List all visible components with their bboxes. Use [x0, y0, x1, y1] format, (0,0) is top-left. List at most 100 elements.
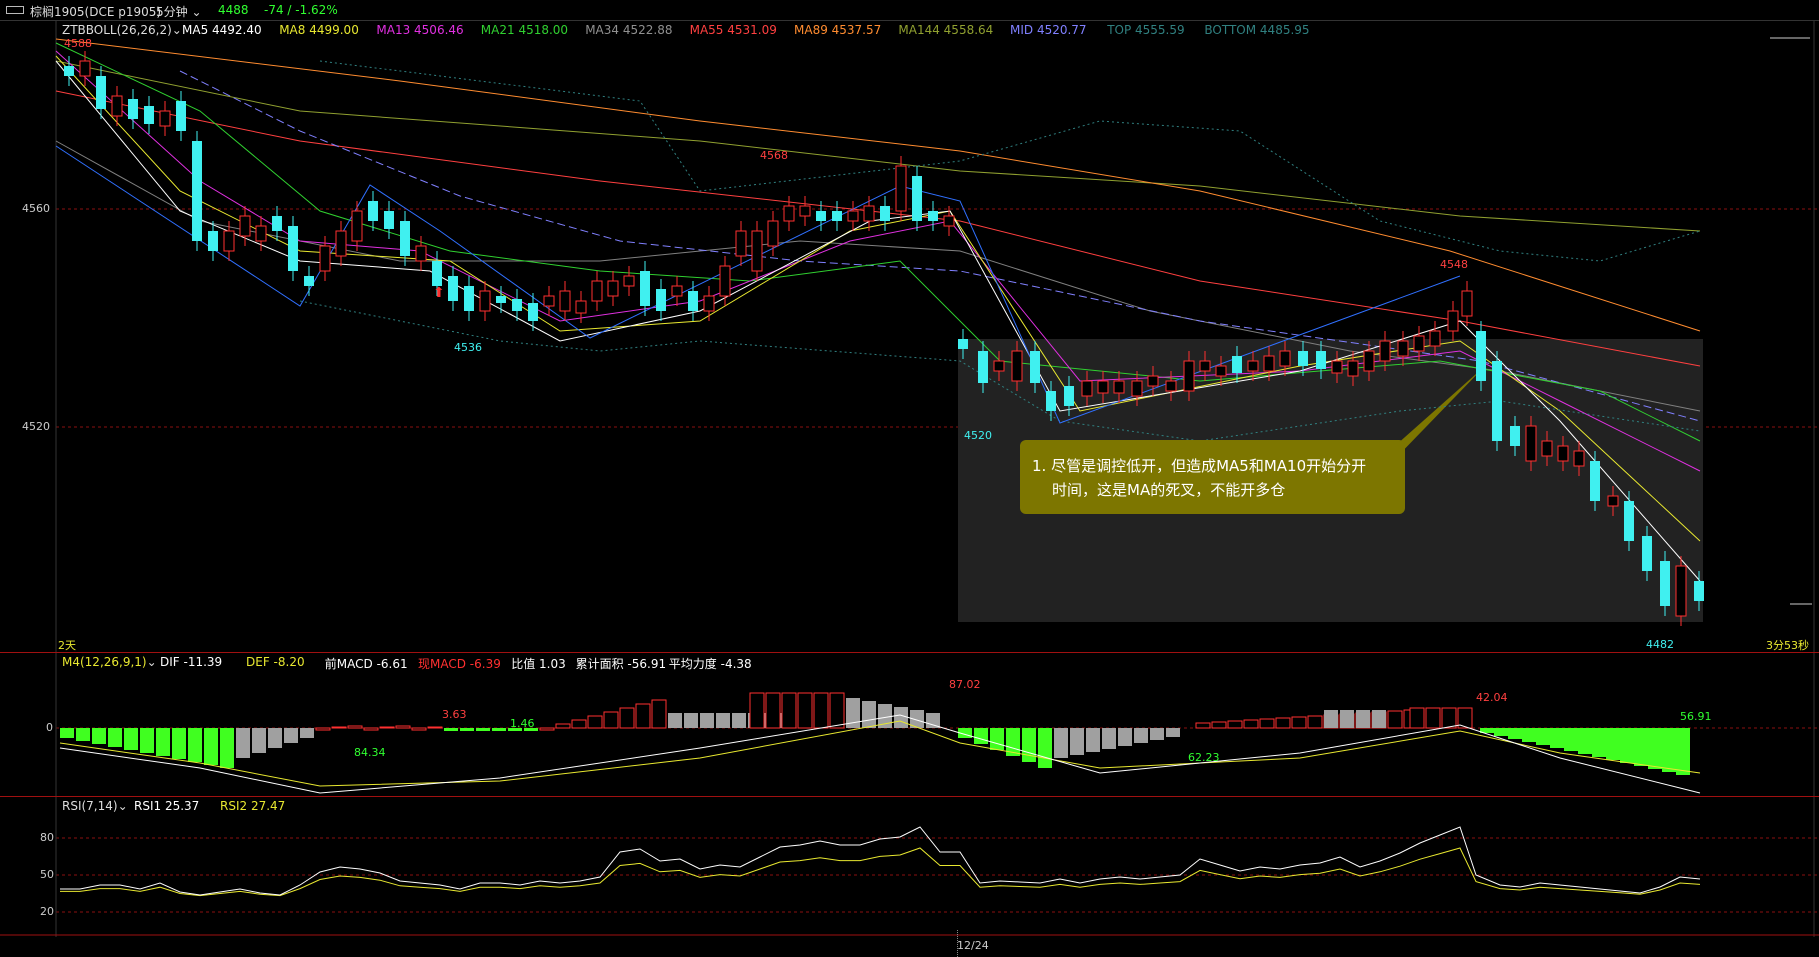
candle-down: [192, 141, 202, 241]
indicator-value-1: DEF -8.20: [246, 655, 305, 669]
time-range-label: 2天: [58, 639, 76, 652]
macd-indicator-row: M4(12,26,9,1)⌄: [62, 655, 157, 669]
macd-bar-negative: [1634, 728, 1648, 766]
rsi-indicator-name[interactable]: RSI(7,14): [62, 799, 118, 813]
candle-up: [671, 285, 683, 297]
macd-bar-neutral: [732, 713, 746, 728]
macd-bar-negative: [524, 728, 538, 731]
main-chart-svg: [55, 21, 1819, 652]
candle-up: [703, 295, 715, 312]
macd-bar-positive: [1425, 707, 1441, 729]
candle-down: [304, 276, 314, 286]
macd-bar-negative: [974, 728, 988, 744]
boll-bottom-line: [299, 300, 1701, 442]
macd-bar-negative: [1662, 728, 1676, 772]
candle-down: [1064, 386, 1074, 406]
macd-bar-negative: [958, 728, 972, 738]
macd-bar-negative: [1606, 728, 1620, 760]
chevron-down-icon[interactable]: ⌄: [146, 655, 157, 669]
candle-up: [79, 60, 91, 77]
chevron-down-icon[interactable]: ⌄: [171, 23, 182, 37]
candle-down: [640, 271, 650, 306]
rsi-panel[interactable]: RSI(7,14)⌄ RSI1 25.37 RSI2 27.47 80 50 20: [0, 797, 1819, 937]
indicator-value-9: TOP 4555.59: [1107, 23, 1185, 37]
macd-bar-positive: [1275, 717, 1291, 729]
candle-up: [847, 210, 859, 222]
candle-down: [688, 291, 698, 311]
candle-up: [1347, 360, 1359, 377]
candle-down: [1590, 461, 1600, 501]
macd-bar-negative: [1480, 728, 1494, 733]
macd-bar-neutral: [300, 728, 314, 738]
macd-bar-negative: [1022, 728, 1036, 762]
macd-bar-negative: [156, 728, 170, 756]
y-tick-4560: 4560: [22, 202, 50, 215]
macd-bar-neutral: [1372, 710, 1386, 728]
candle-down: [144, 106, 154, 124]
main-chart-panel[interactable]: ZTBBOLL(26,26,2)⌄ MA5 4492.40 MA8 4499.00…: [0, 21, 1819, 653]
date-axis-label: 12/24: [957, 939, 989, 952]
macd-bar-positive: [411, 727, 427, 731]
candle-down: [96, 76, 106, 109]
macd-bar-neutral: [846, 698, 860, 728]
macd-value-6: 42.04: [1476, 691, 1508, 704]
indicator-value-8: MID 4520.77: [1010, 23, 1087, 37]
indicator-value-3: 现MACD -6.39: [418, 657, 501, 671]
indicator-value-2: 前MACD -6.61: [324, 657, 408, 671]
candle-up: [1263, 355, 1275, 372]
indicator-name[interactable]: ZTBBOLL(26,26,2): [62, 23, 172, 37]
macd-bar-positive: [427, 726, 443, 729]
callout-line-1: 1. 尽管是调控低开，但造成MA5和MA10开始分开: [1032, 457, 1367, 475]
indicator-value-4: 比值 1.03: [511, 657, 566, 671]
period-selector[interactable]: 5分钟 ⌄: [156, 3, 202, 20]
macd-value-2: 3.63: [442, 708, 467, 721]
candle-down: [512, 299, 522, 311]
macd-bar-negative: [1536, 728, 1550, 745]
macd-panel[interactable]: M4(12,26,9,1)⌄ DIF -11.39 DEF -8.20 前MACD …: [0, 653, 1819, 797]
price-label-4520: 4520: [964, 429, 992, 442]
macd-bar-positive: [1441, 707, 1457, 729]
rsi2-line: [60, 847, 1701, 897]
candle-down: [912, 176, 922, 221]
macd-bar-positive: [765, 692, 781, 729]
macd-value-7: 56.91: [1680, 710, 1712, 723]
macd-bar-positive: [813, 692, 829, 729]
candle-up: [479, 290, 491, 312]
candle-up: [1379, 340, 1391, 362]
candle-down: [1232, 356, 1242, 373]
macd-bar-negative: [172, 728, 186, 759]
macd-bar-neutral: [668, 713, 682, 728]
macd-indicator-name[interactable]: M4(12,26,9,1): [62, 655, 147, 669]
candle-up: [1183, 360, 1195, 392]
candle-up: [1397, 340, 1409, 357]
candle-down: [880, 206, 890, 221]
macd-bar-negative: [1494, 728, 1508, 736]
price-label-low: 4482: [1646, 638, 1674, 651]
callout-pointer: [1378, 366, 1485, 461]
candle-up: [1081, 380, 1093, 397]
annotation-callout: 1. 尽管是调控低开，但造成MA5和MA10开始分开 时间，这是MA的死叉，不能…: [1020, 440, 1405, 514]
rsi-tick-20: 20: [40, 905, 54, 918]
candle-up: [1557, 445, 1569, 462]
macd-bar-negative: [1648, 728, 1662, 769]
candle-down: [1046, 391, 1056, 411]
macd-bar-positive: [1259, 718, 1275, 729]
title-bar: 棕榈1905(DCE p1905) 5分钟 ⌄ 4488 -74 / -1.62…: [0, 0, 1819, 21]
red-arrow-icon: ⬆: [433, 285, 445, 301]
window-menu-icon[interactable]: [6, 6, 24, 14]
macd-bar-neutral: [1102, 728, 1116, 749]
indicator-value-5: MA55 4531.09: [689, 23, 777, 37]
macd-bar-positive: [379, 726, 395, 729]
macd-bar-positive: [749, 692, 765, 729]
macd-bar-neutral: [1070, 728, 1084, 755]
candle-up: [719, 265, 731, 297]
indicator-value-4: MA34 4522.88: [585, 23, 673, 37]
chevron-down-icon[interactable]: ⌄: [117, 799, 128, 813]
instrument-name[interactable]: 棕榈1905(DCE p1905): [30, 5, 162, 19]
macd-bar-neutral: [1118, 728, 1132, 746]
candle-up: [1573, 450, 1585, 467]
macd-bar-negative: [1508, 728, 1522, 739]
indicator-value-1: MA8 4499.00: [279, 23, 359, 37]
candle-down: [1316, 351, 1326, 369]
indicator-value-5: 累计面积 -56.91: [575, 657, 667, 671]
